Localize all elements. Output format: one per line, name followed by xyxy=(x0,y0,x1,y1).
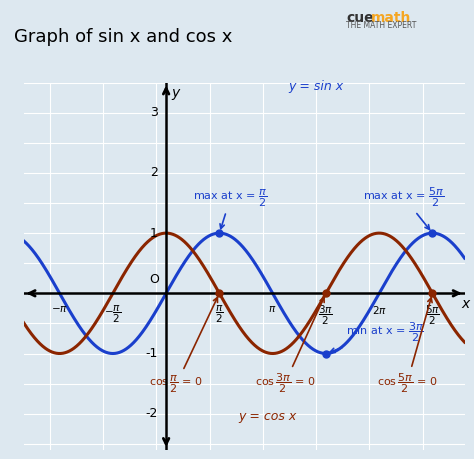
Text: $\dfrac{3\pi}{2}$: $\dfrac{3\pi}{2}$ xyxy=(319,304,333,327)
Text: $\dfrac{5\pi}{2}$: $\dfrac{5\pi}{2}$ xyxy=(425,304,440,327)
Text: $\cos\dfrac{5\pi}{2}$ = 0: $\cos\dfrac{5\pi}{2}$ = 0 xyxy=(377,298,437,395)
Text: $\cos\dfrac{\pi}{2}$ = 0: $\cos\dfrac{\pi}{2}$ = 0 xyxy=(149,297,218,395)
Text: $2\pi$: $2\pi$ xyxy=(372,304,387,316)
Text: THE MATH EXPERT: THE MATH EXPERT xyxy=(346,21,416,30)
Text: y: y xyxy=(171,86,180,100)
Text: max at x = $\dfrac{\pi}{2}$: max at x = $\dfrac{\pi}{2}$ xyxy=(193,187,268,229)
Text: Graph of sin x and cos x: Graph of sin x and cos x xyxy=(14,28,233,45)
Text: x: x xyxy=(461,297,469,311)
Text: $\cos\dfrac{3\pi}{2}$ = 0: $\cos\dfrac{3\pi}{2}$ = 0 xyxy=(255,297,324,395)
Text: 1: 1 xyxy=(150,227,158,240)
Text: max at x = $\dfrac{5\pi}{2}$: max at x = $\dfrac{5\pi}{2}$ xyxy=(363,185,444,230)
Text: y = sin x: y = sin x xyxy=(288,80,343,93)
Text: $-\pi$: $-\pi$ xyxy=(51,304,68,314)
Text: $\dfrac{\pi}{2}$: $\dfrac{\pi}{2}$ xyxy=(215,304,224,325)
Text: 2: 2 xyxy=(150,167,158,179)
Text: cue: cue xyxy=(346,11,374,26)
Text: $\pi$: $\pi$ xyxy=(268,304,277,314)
Text: y = cos x: y = cos x xyxy=(239,410,297,423)
Text: math: math xyxy=(371,11,411,26)
Text: min at x = $\dfrac{3\pi}{2}$: min at x = $\dfrac{3\pi}{2}$ xyxy=(330,320,424,353)
Text: -2: -2 xyxy=(145,407,158,420)
Text: 3: 3 xyxy=(150,106,158,119)
Text: $-\dfrac{\pi}{2}$: $-\dfrac{\pi}{2}$ xyxy=(104,304,121,325)
Text: -1: -1 xyxy=(145,347,158,360)
Text: O: O xyxy=(149,273,159,286)
